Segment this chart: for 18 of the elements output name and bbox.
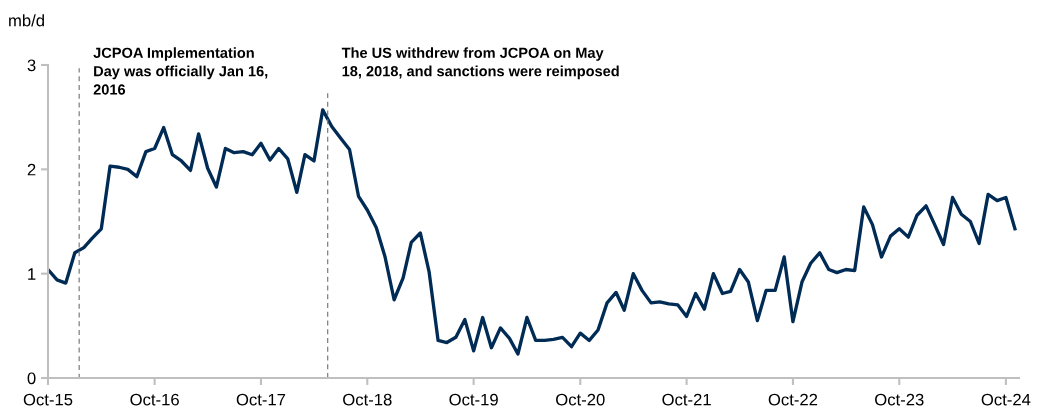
x-tick-label: Oct-18 — [343, 393, 392, 406]
y-axis-title: mb/d — [9, 14, 44, 27]
x-tick-label: Oct-16 — [130, 393, 179, 406]
x-tick-label: Oct-17 — [236, 393, 286, 406]
y-tick-label: 2 — [27, 163, 36, 176]
y-tick-label: 1 — [28, 268, 36, 280]
line-series — [48, 108, 1017, 356]
y-tick-label: 0 — [27, 372, 36, 385]
ref-line-label: JCPOA Implementation Day was officially Jan 16, 2016 — [93, 47, 268, 95]
x-tick-label: Oct-21 — [662, 393, 711, 406]
y-tick-label: 3 — [27, 59, 36, 72]
x-tick-label: Oct-24 — [981, 393, 1031, 406]
x-tick-label: Oct-19 — [449, 393, 498, 406]
x-tick-label: Oct-20 — [556, 393, 605, 406]
x-tick-label: Oct-22 — [768, 393, 818, 406]
x-tick-label: Oct-23 — [875, 393, 924, 406]
x-tick-label: Oct-15 — [23, 393, 73, 406]
ref-line-label: The US withdrew from JCPOA on May 18, 2018, and sanctions were reimposed — [341, 47, 619, 80]
